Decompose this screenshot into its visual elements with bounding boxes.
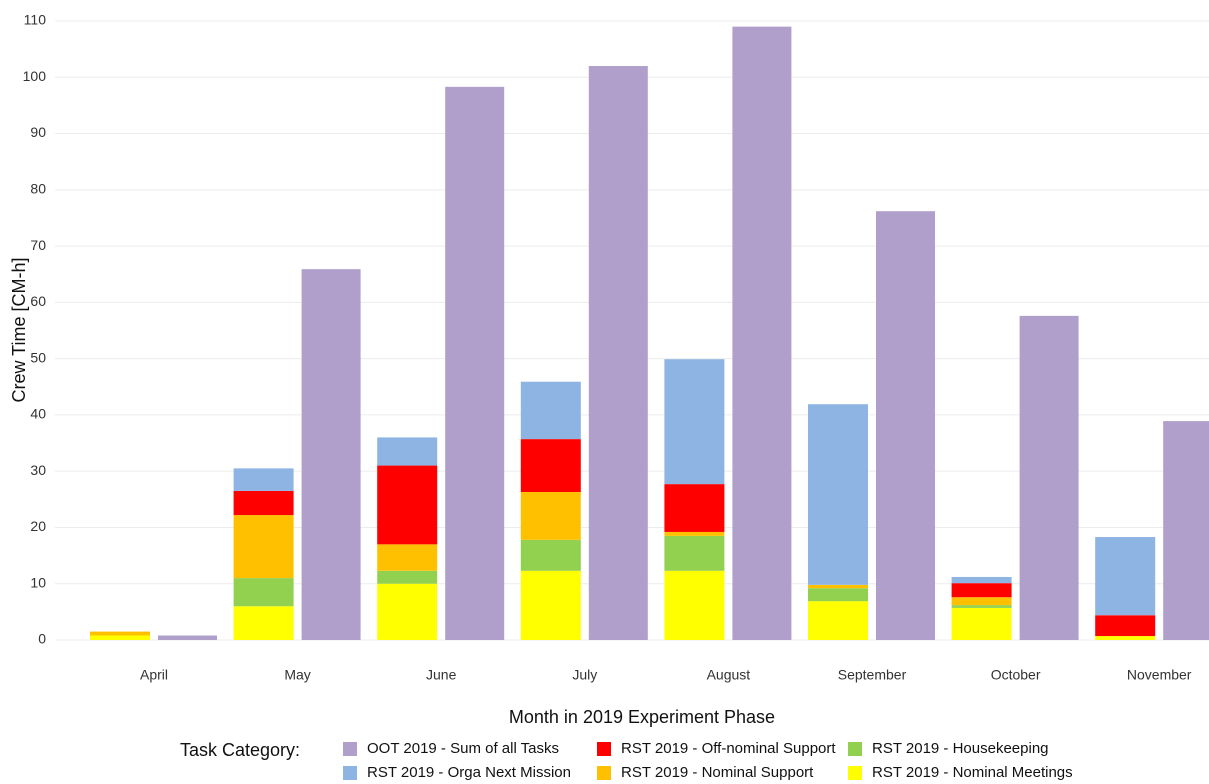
bar-segment xyxy=(664,570,725,640)
legend-swatch xyxy=(597,742,611,756)
bar-segment xyxy=(377,544,438,571)
y-tick-label: 40 xyxy=(30,406,46,422)
bar-segment xyxy=(1095,537,1156,616)
bar-segment xyxy=(664,484,725,532)
bar-segment xyxy=(664,531,725,536)
bar-segment xyxy=(808,404,868,585)
y-axis-title: Crew Time [CM-h] xyxy=(9,257,29,402)
y-tick-label: 0 xyxy=(38,631,46,647)
legend-title: Task Category: xyxy=(180,740,300,760)
bar-segment xyxy=(808,588,868,602)
legend-swatch xyxy=(597,766,611,780)
bar-segment xyxy=(377,465,438,545)
bar-segment xyxy=(377,437,438,466)
bar-segment xyxy=(233,578,294,607)
bar xyxy=(445,86,505,640)
legend-swatch xyxy=(343,766,357,780)
x-tick-label: October xyxy=(991,667,1041,683)
legend-swatch xyxy=(848,766,862,780)
bar-segment xyxy=(233,606,294,640)
bar xyxy=(1019,315,1079,640)
bar xyxy=(1163,421,1209,640)
legend-swatch xyxy=(848,742,862,756)
legend-swatch xyxy=(343,742,357,756)
bar-segment xyxy=(90,635,150,640)
y-tick-label: 80 xyxy=(30,181,46,197)
x-tick-label: April xyxy=(140,667,168,683)
bar-segment xyxy=(951,605,1012,608)
bar-segment xyxy=(664,359,725,485)
y-tick-label: 30 xyxy=(30,462,46,478)
bar-segment xyxy=(951,597,1012,606)
x-tick-label: May xyxy=(284,667,310,683)
x-tick-label: August xyxy=(707,667,751,683)
bar-segment xyxy=(520,539,581,571)
bar-segment xyxy=(233,515,294,579)
bar-segment xyxy=(520,492,581,540)
bar-segment xyxy=(1095,636,1156,640)
y-tick-label: 50 xyxy=(30,349,46,365)
legend-label: RST 2019 - Off-nominal Support xyxy=(621,740,836,757)
bar-segment xyxy=(951,607,1012,640)
y-tick-label: 110 xyxy=(24,12,47,28)
x-tick-label: June xyxy=(426,667,457,683)
bar xyxy=(876,211,935,640)
y-tick-label: 70 xyxy=(30,237,46,253)
bar xyxy=(158,635,217,640)
bar xyxy=(732,26,792,641)
y-tick-label: 20 xyxy=(30,518,46,534)
legend-label: OOT 2019 - Sum of all Tasks xyxy=(367,740,559,757)
bar-segment xyxy=(377,570,438,584)
y-tick-label: 10 xyxy=(30,574,46,590)
legend-label: RST 2019 - Housekeeping xyxy=(872,740,1049,757)
legend-label: RST 2019 - Orga Next Mission xyxy=(367,764,571,781)
bar-segment xyxy=(233,468,294,491)
bar-segment xyxy=(808,601,868,640)
x-tick-label: July xyxy=(572,667,597,683)
x-tick-label: September xyxy=(838,667,907,683)
y-tick-label: 100 xyxy=(23,68,47,84)
bar xyxy=(588,66,648,640)
bar-segment xyxy=(951,583,1012,598)
x-axis-title: Month in 2019 Experiment Phase xyxy=(509,707,775,727)
bar-segment xyxy=(808,584,868,589)
legend-label: RST 2019 - Nominal Support xyxy=(621,764,814,781)
bar-segment xyxy=(951,576,1012,584)
bar-segment xyxy=(520,439,581,493)
bar xyxy=(301,269,361,640)
y-tick-label: 60 xyxy=(30,293,46,309)
x-tick-label: November xyxy=(1127,667,1192,683)
legend-label: RST 2019 - Nominal Meetings xyxy=(872,764,1073,781)
bar-segment xyxy=(664,535,725,571)
bar-segment xyxy=(520,570,581,640)
y-tick-label: 90 xyxy=(30,124,46,140)
bar-segment xyxy=(233,490,294,516)
bar-segment xyxy=(520,381,581,440)
bar-segment xyxy=(377,583,438,640)
bar-segment xyxy=(1095,615,1156,637)
bar-segment xyxy=(90,631,150,636)
